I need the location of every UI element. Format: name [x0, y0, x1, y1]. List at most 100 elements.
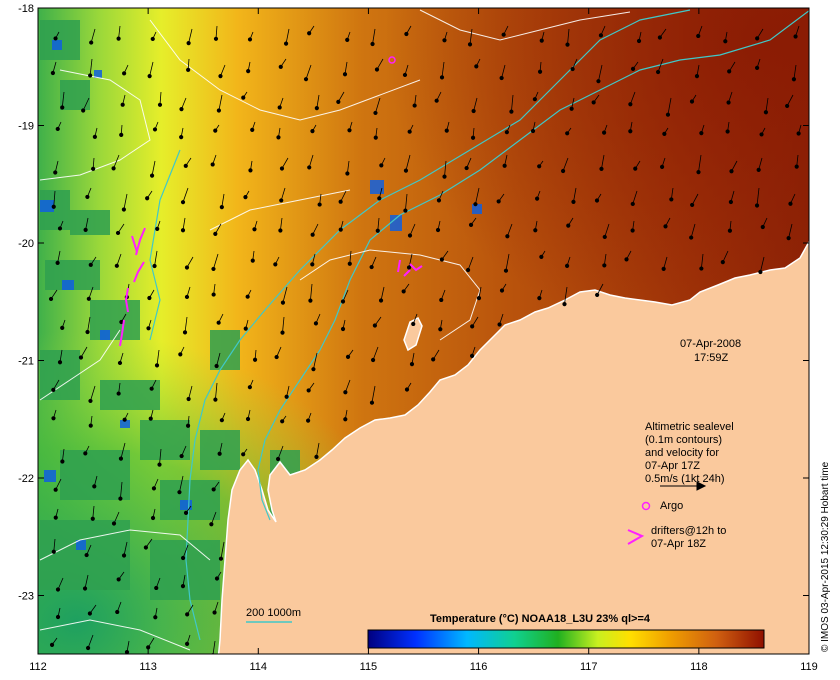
velocity-arrow: [87, 634, 94, 649]
velocity-arrow-head: [85, 645, 91, 651]
velocity-arrow-head: [379, 163, 384, 168]
velocity-arrow: [310, 283, 313, 301]
velocity-arrow-head: [245, 294, 250, 299]
velocity-arrow-head: [150, 515, 156, 521]
velocity-arrow: [156, 349, 160, 366]
velocity-arrow: [316, 442, 320, 457]
velocity-arrow-head: [530, 128, 536, 134]
velocity-arrow-head: [602, 130, 607, 135]
velocity-arrow-head: [473, 202, 478, 207]
velocity-arrow-head: [149, 386, 154, 391]
lon-tick-label: 114: [250, 661, 268, 673]
legend-line-4: 07-Apr 17Z: [645, 460, 700, 472]
velocity-arrow-head: [180, 584, 186, 589]
velocity-arrow: [213, 253, 219, 270]
velocity-arrow-head: [186, 67, 191, 72]
velocity-arrow-head: [340, 299, 346, 304]
velocity-arrow-head: [476, 296, 482, 301]
velocity-arrow-head: [124, 650, 130, 654]
velocity-arrow-head: [219, 205, 224, 210]
land-mass: [217, 240, 809, 654]
velocity-arrow-head: [464, 165, 469, 171]
velocity-arrow-head: [636, 38, 642, 44]
velocity-arrow-head: [211, 266, 216, 272]
velocity-arrow-head: [85, 194, 90, 200]
velocity-arrow-head: [216, 108, 221, 113]
velocity-arrow: [92, 505, 95, 519]
velocity-arrow: [377, 217, 380, 231]
velocity-arrow: [760, 256, 765, 273]
velocity-arrow-head: [216, 320, 221, 325]
velocity-arrow-head: [179, 107, 184, 112]
velocity-arrow: [349, 250, 352, 264]
velocity-arrow-head: [280, 330, 285, 335]
isobaths: [149, 9, 809, 641]
velocity-arrow-head: [55, 260, 60, 265]
velocity-arrow-head: [183, 163, 188, 168]
colorbar-title: Temperature (°C) NOAA18_L3U 23% ql>=4: [430, 613, 651, 625]
velocity-arrow: [179, 475, 184, 493]
plot-frame: [37, 7, 810, 655]
velocity-arrow-head: [791, 77, 797, 82]
isobath-legend-label: 200 1000m: [246, 607, 301, 619]
lon-tick-label: 119: [800, 661, 818, 673]
velocity-arrow-head: [439, 297, 444, 303]
velocity-arrow-head: [598, 33, 604, 38]
velocity-arrow-head: [86, 296, 91, 301]
velocity-arrow: [308, 154, 314, 168]
velocity-arrow-head: [501, 32, 506, 37]
velocity-arrow: [87, 316, 91, 333]
velocity-arrow-head: [150, 36, 155, 42]
velocity-arrow-head: [533, 228, 538, 233]
velocity-arrow-head: [402, 72, 408, 78]
velocity-arrow-head: [184, 294, 190, 300]
velocity-arrow-head: [796, 131, 801, 136]
velocity-arrow-head: [409, 362, 415, 367]
velocity-arrow-head: [474, 64, 479, 69]
velocity-arrow-head: [51, 549, 56, 554]
velocity-arrow: [53, 538, 56, 552]
velocity-arrow-head: [442, 38, 447, 43]
velocity-arrow: [467, 256, 474, 271]
velocity-arrow-head: [57, 360, 63, 365]
velocity-arrow-head: [180, 555, 186, 561]
velocity-arrow-head: [470, 135, 476, 140]
legend-line-2: (0.1m contours): [645, 434, 722, 446]
velocity-arrow-head: [696, 33, 701, 39]
velocity-arrow-head: [55, 126, 60, 132]
velocity-arrow: [113, 154, 120, 169]
velocity-arrow-head: [689, 235, 694, 240]
velocity-arrow-head: [82, 586, 88, 591]
velocity-arrow-head: [729, 169, 734, 174]
lon-tick-label: 113: [139, 661, 157, 673]
velocity-arrow-head: [602, 234, 607, 240]
velocity-arrow: [375, 97, 381, 114]
velocity-arrow-head: [115, 230, 121, 236]
velocity-arrow-head: [60, 325, 65, 330]
velocity-arrow: [690, 223, 696, 238]
velocity-arrow: [216, 352, 221, 367]
velocity-arrow-head: [537, 164, 542, 169]
velocity-arrow: [210, 511, 217, 525]
velocity-arrow-head: [246, 69, 251, 74]
velocity-arrow-head: [314, 106, 319, 111]
velocity-arrow-head: [438, 327, 443, 332]
velocity-arrow-head: [794, 164, 799, 169]
velocity-arrow-head: [338, 199, 343, 204]
velocity-arrow-head: [243, 326, 248, 331]
velocity-arrow-head: [278, 228, 283, 233]
velocity-arrow: [188, 28, 193, 44]
velocity-arrow: [215, 25, 218, 39]
velocity-arrow: [218, 94, 223, 111]
lon-tick-label: 118: [690, 661, 708, 673]
velocity-arrow: [61, 91, 65, 108]
credit-text: © IMOS 03-Apr-2015 12:30:29 Hobart time: [820, 461, 831, 652]
velocity-arrow-head: [274, 354, 279, 360]
velocity-arrow-head: [83, 451, 88, 456]
velocity-arrow-head: [217, 451, 222, 456]
velocity-arrow-head: [499, 75, 504, 81]
velocity-arrow-head: [345, 354, 351, 359]
velocity-arrow-head: [149, 173, 155, 178]
velocity-arrow: [277, 445, 284, 460]
velocity-arrow-head: [628, 102, 633, 107]
